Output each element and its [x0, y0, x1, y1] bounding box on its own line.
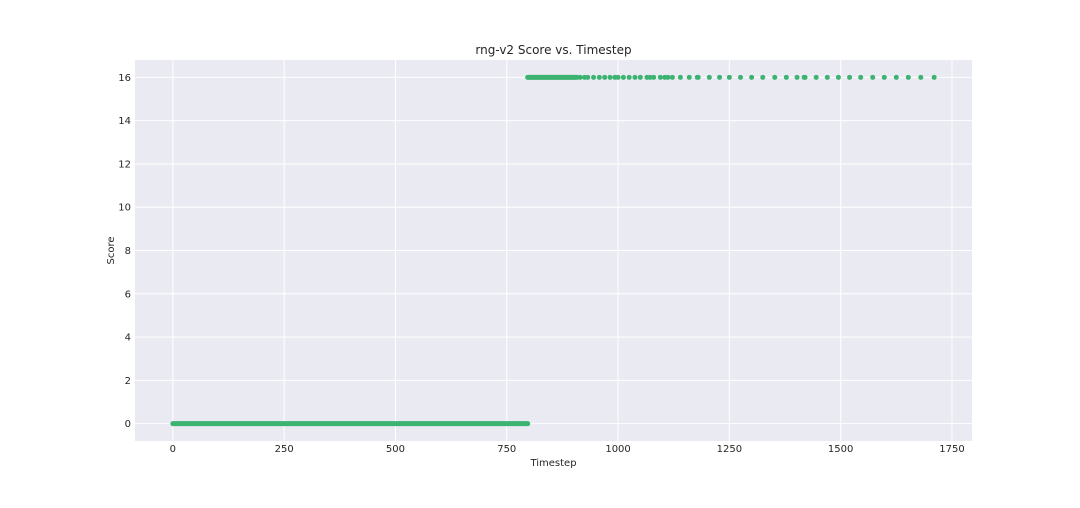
data-point	[577, 74, 583, 80]
data-point	[647, 74, 653, 80]
y-tick-label: 4	[125, 333, 131, 344]
data-point	[620, 74, 626, 80]
y-tick-label: 8	[125, 246, 131, 257]
data-point	[749, 74, 755, 80]
x-tick-labels: 0 250 500 750 1000 1250 1500 1750	[170, 444, 965, 455]
data-point	[591, 74, 597, 80]
data-point	[706, 74, 712, 80]
data-point	[772, 74, 778, 80]
data-point	[695, 74, 701, 80]
x-tick-label: 500	[386, 444, 405, 455]
data-point	[615, 74, 621, 80]
y-axis-label: Score	[106, 236, 117, 264]
data-point	[686, 74, 692, 80]
data-point	[626, 74, 632, 80]
y-tick-label: 12	[118, 159, 131, 170]
y-tick-label: 0	[125, 419, 131, 430]
data-point	[717, 74, 723, 80]
data-point	[607, 74, 613, 80]
data-point	[651, 74, 657, 80]
chart-title: rng-v2 Score vs. Timestep	[475, 43, 631, 57]
x-tick-label: 1750	[939, 444, 964, 455]
data-point	[893, 74, 899, 80]
data-point	[918, 74, 924, 80]
data-point	[632, 74, 638, 80]
x-tick-label: 750	[497, 444, 516, 455]
data-point	[870, 74, 876, 80]
data-point	[905, 74, 911, 80]
data-point	[665, 74, 671, 80]
x-tick-label: 0	[170, 444, 176, 455]
data-point	[585, 74, 591, 80]
data-point	[881, 74, 887, 80]
data-point	[835, 74, 841, 80]
data-point	[596, 74, 602, 80]
x-tick-label: 1500	[828, 444, 853, 455]
data-point	[726, 74, 732, 80]
x-axis-label: Timestep	[529, 458, 576, 469]
data-point	[858, 74, 864, 80]
data-point	[794, 74, 800, 80]
x-tick-label: 1000	[605, 444, 630, 455]
y-tick-label: 10	[118, 203, 131, 214]
y-tick-label: 16	[118, 73, 131, 84]
x-tick-label: 250	[275, 444, 294, 455]
data-point	[657, 74, 663, 80]
data-point	[737, 74, 743, 80]
data-point	[602, 74, 608, 80]
data-point	[760, 74, 766, 80]
data-point	[824, 74, 830, 80]
data-points	[170, 74, 937, 427]
y-tick-label: 2	[125, 376, 131, 387]
data-point	[931, 74, 937, 80]
y-tick-label: 14	[118, 116, 131, 127]
data-point	[669, 74, 675, 80]
data-point	[813, 74, 819, 80]
y-tick-label: 6	[125, 289, 131, 300]
x-tick-label: 1250	[717, 444, 742, 455]
data-point	[847, 74, 853, 80]
data-point	[637, 74, 643, 80]
y-tick-labels: 0 2 4 6 8 10 12 14 16	[118, 73, 131, 430]
data-point	[677, 74, 683, 80]
data-point	[783, 74, 789, 80]
data-point	[802, 74, 808, 80]
